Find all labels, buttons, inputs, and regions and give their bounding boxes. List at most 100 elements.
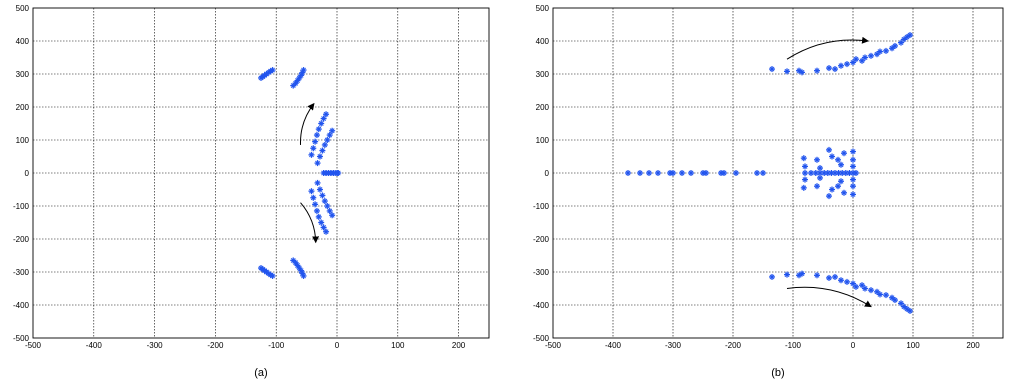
trend-arrow <box>300 202 320 244</box>
data-point <box>670 170 676 176</box>
data-point <box>814 183 820 190</box>
data-point <box>688 170 694 176</box>
data-point <box>313 132 320 139</box>
trend-arrow <box>300 102 315 145</box>
x-tick-label: -500 <box>545 341 562 350</box>
x-tick-label: -200 <box>207 341 224 350</box>
data-point <box>326 207 333 214</box>
data-point <box>329 127 336 134</box>
data-point <box>838 62 844 69</box>
y-tick-label: -500 <box>533 334 550 343</box>
data-point <box>883 47 889 54</box>
data-point <box>832 273 838 280</box>
data-point <box>679 170 685 176</box>
data-point <box>323 111 330 118</box>
x-tick-label: -300 <box>147 341 164 350</box>
data-point <box>832 170 838 176</box>
data-point <box>655 170 661 176</box>
data-point <box>329 212 336 219</box>
y-tick-label: 100 <box>16 136 30 145</box>
x-tick-label: 0 <box>851 341 856 350</box>
panel-caption: (b) <box>771 367 784 379</box>
data-point <box>314 160 321 167</box>
data-point <box>321 198 328 205</box>
data-point <box>832 66 838 73</box>
y-tick-label: 500 <box>16 4 30 13</box>
data-point <box>862 285 868 292</box>
y-tick-label: 200 <box>16 103 30 112</box>
chart-panel-b: -500 -400 -300 -200 -100 0 100 200 -500 -400 -300 -… <box>533 4 1004 379</box>
data-point <box>314 179 321 186</box>
data-point <box>319 192 326 199</box>
data-point <box>313 207 320 214</box>
y-tick-label: -400 <box>533 301 550 310</box>
data-point <box>850 156 856 163</box>
data-point <box>814 67 820 74</box>
data-point <box>850 163 856 170</box>
y-tick-label: 300 <box>16 70 30 79</box>
x-tick-label: 0 <box>335 341 340 350</box>
data-point <box>828 170 835 176</box>
data-point <box>318 120 325 127</box>
data-point <box>321 141 328 148</box>
data-point <box>835 170 842 176</box>
data-point <box>853 170 859 176</box>
data-point <box>802 170 808 176</box>
trend-arrow <box>786 286 872 308</box>
data-point <box>892 297 898 304</box>
data-point <box>316 153 323 160</box>
data-point <box>850 148 856 155</box>
y-tick-label: 200 <box>536 103 550 112</box>
data-point <box>637 170 643 176</box>
data-point <box>335 170 342 176</box>
data-point <box>324 137 331 143</box>
data-point <box>802 176 808 183</box>
data-point <box>312 138 319 145</box>
y-tick-label: 0 <box>25 169 30 178</box>
y-tick-label: -300 <box>13 268 30 277</box>
data-point <box>310 194 317 201</box>
x-tick-label: 200 <box>966 341 980 350</box>
data-point <box>907 307 913 314</box>
data-point <box>316 186 323 193</box>
data-point <box>784 271 790 278</box>
data-point <box>907 32 913 39</box>
data-point <box>802 163 808 170</box>
data-point <box>814 156 820 163</box>
data-point <box>625 170 631 176</box>
data-point <box>769 66 775 73</box>
y-tick-label: -300 <box>533 268 550 277</box>
data-point <box>877 291 883 298</box>
data-point <box>868 287 874 294</box>
data-point <box>800 155 807 162</box>
data-point <box>821 170 828 176</box>
data-point <box>850 176 856 183</box>
data-point <box>835 183 841 190</box>
y-tick-label: -200 <box>533 235 550 244</box>
y-tick-label: 100 <box>536 136 550 145</box>
data-point <box>269 272 276 279</box>
data-point <box>646 170 652 176</box>
data-point <box>868 52 874 59</box>
data-point <box>308 188 315 195</box>
data-point <box>320 115 327 122</box>
data-point <box>733 170 739 176</box>
y-tick-label: -100 <box>13 202 30 211</box>
data-point <box>800 184 807 191</box>
data-point <box>850 191 856 198</box>
data-point <box>826 193 832 200</box>
data-point <box>760 170 766 176</box>
data-point <box>853 283 859 290</box>
data-point <box>784 68 790 75</box>
data-point <box>324 203 331 209</box>
data-point <box>883 292 889 299</box>
data-point <box>838 161 844 168</box>
y-tick-label: 400 <box>536 37 550 46</box>
x-tick-label: -400 <box>605 341 622 350</box>
x-tick-label: -400 <box>86 341 103 350</box>
data-point <box>850 183 856 190</box>
y-tick-label: -500 <box>13 334 30 343</box>
data-point <box>841 150 847 157</box>
data-point <box>799 270 805 277</box>
